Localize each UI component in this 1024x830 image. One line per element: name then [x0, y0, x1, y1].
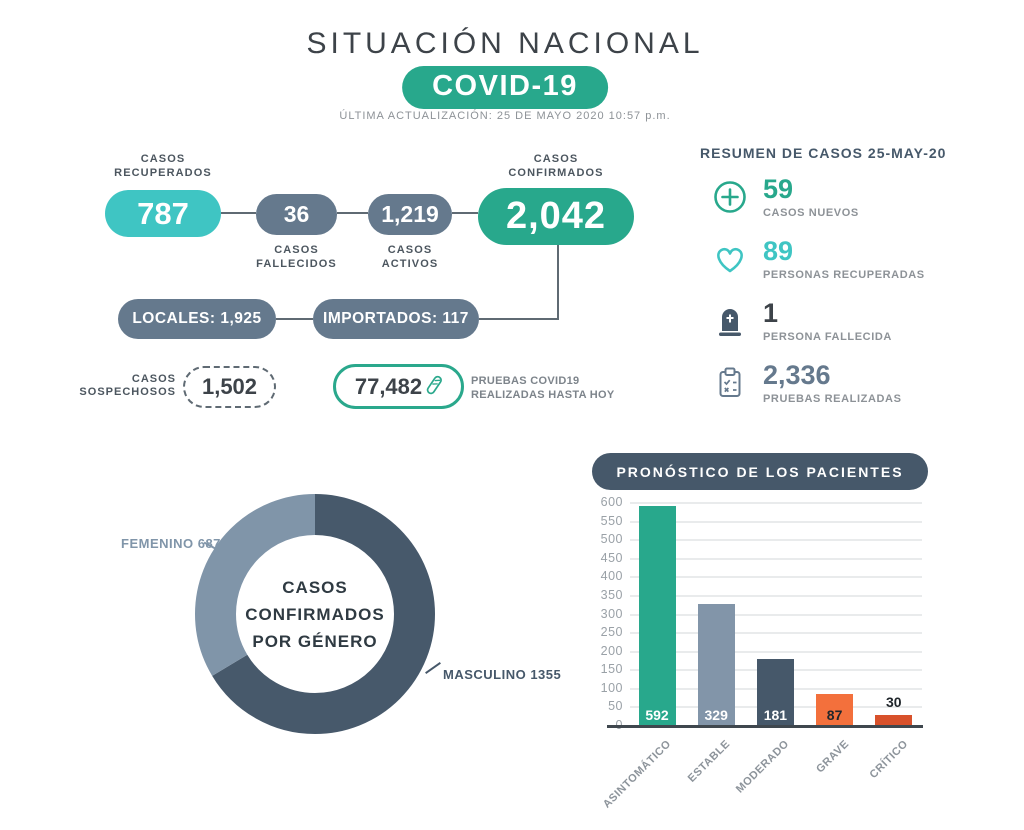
clipboard-icon: [719, 367, 741, 397]
confirmados-label: CASOS CONFIRMADOS: [508, 153, 604, 179]
pruebas-pill: 77,482: [333, 364, 464, 409]
page-title: SITUACIÓN NACIONAL: [306, 27, 704, 60]
summary-row-fallecida: 1 PERSONA FALLECIDA: [711, 298, 1011, 360]
bar-value-label: 30: [886, 693, 902, 710]
fallecidos-pill: 36: [256, 194, 337, 235]
y-tick-label: 550: [600, 513, 623, 528]
covid19-badge: COVID-19: [402, 66, 608, 109]
gridline: [630, 632, 922, 635]
bar-value-label: 181: [763, 707, 788, 723]
summary-value: 89: [763, 236, 794, 266]
summary-label: CASOS NUEVOS: [763, 207, 859, 219]
y-tick-label: 300: [600, 606, 623, 621]
y-tick-label: 250: [600, 625, 623, 640]
bar-chart-title: PRONÓSTICO DE LOS PACIENTES: [592, 453, 928, 490]
bar-plot-area: 592 329 181 87 30: [630, 502, 922, 726]
bar-estable: [697, 603, 735, 726]
confirmados-pill: 2,042: [478, 188, 634, 245]
x-axis-line: [607, 725, 923, 728]
y-tick-label: 400: [600, 569, 623, 584]
gridline: [630, 557, 922, 560]
y-tick-label: 600: [600, 495, 623, 509]
activos-label: CASOS ACTIVOS: [381, 244, 439, 270]
connector-line-vertical: [557, 245, 559, 320]
connector-line: [276, 318, 313, 320]
bar-value-label: 87: [826, 707, 843, 723]
masculino-annotation: MASCULINO 1355: [443, 667, 562, 682]
tombstone-icon: [719, 309, 741, 336]
pruebas-label: PRUEBAS COVID19 REALIZADAS HASTA HOY: [471, 375, 615, 401]
bar-asintomático: [638, 505, 676, 726]
heart-icon: [717, 247, 743, 273]
y-tick-label: 350: [600, 587, 623, 602]
gridline: [630, 594, 922, 597]
summary-value: 1: [763, 298, 779, 328]
bar-moderado: [756, 658, 794, 726]
summary-title: RESUMEN DE CASOS 25-MAY-20: [700, 145, 947, 161]
fallecidos-label: CASOS FALLECIDOS: [256, 244, 337, 270]
connector-line: [452, 212, 478, 214]
sospechosos-pill: 1,502: [183, 366, 276, 408]
y-tick-label: 450: [600, 550, 623, 565]
y-tick-label: 500: [600, 532, 623, 547]
pruebas-value: 77,482: [354, 373, 423, 399]
last-updated-text: ÚLTIMA ACTUALIZACIÓN: 25 DE MAYO 2020 10…: [339, 110, 671, 122]
connector-line: [337, 212, 368, 214]
recuperados-label: CASOS RECUPERADOS: [114, 153, 212, 179]
y-tick-label: 150: [600, 662, 623, 677]
test-tube-icon: [426, 375, 443, 395]
donut-segment-femenino: [195, 494, 435, 734]
activos-pill: 1,219: [368, 194, 452, 235]
y-tick-label: 50: [608, 699, 623, 714]
summary-value: 59: [763, 174, 794, 204]
locales-pill: LOCALES: 1,925: [118, 299, 276, 339]
summary-label: PRUEBAS REALIZADAS: [763, 393, 902, 405]
donut-center-label: CASOS CONFIRMADOS POR GÉNERO: [245, 578, 385, 651]
gridline: [630, 576, 922, 579]
gridline: [630, 539, 922, 542]
y-tick-label: 100: [600, 680, 623, 695]
bar-chart: 050100150200250300350400450500550600 592…: [585, 495, 930, 825]
connector-line: [479, 318, 559, 320]
bar-crítico: [875, 714, 913, 726]
bar-y-axis: 050100150200250300350400450500550600: [585, 495, 623, 732]
gridline: [630, 502, 922, 504]
sospechosos-label: CASOS SOSPECHOSOS: [79, 373, 176, 398]
bar-value-label: 592: [645, 707, 669, 723]
x-tick-label: CRÍTICO: [867, 738, 911, 781]
y-tick-label: 200: [600, 643, 623, 658]
summary-row-casos-nuevos: 59 CASOS NUEVOS: [711, 174, 1011, 236]
summary-value: 2,336: [763, 360, 831, 390]
x-tick-label: ASINTOMÁTICO: [600, 738, 674, 811]
femenino-annotation: FEMENINO 687: [121, 536, 221, 551]
connector-line: [221, 212, 256, 214]
gridline: [630, 650, 922, 653]
bar-value-label: 329: [704, 707, 728, 723]
recuperados-pill: 787: [105, 190, 221, 237]
summary-label: PERSONAS RECUPERADAS: [763, 269, 925, 281]
summary-row-recuperadas: 89 PERSONAS RECUPERADAS: [711, 236, 1011, 298]
bar-grave: [816, 693, 854, 726]
x-tick-label: ESTABLE: [685, 738, 733, 785]
plus-circle-icon: [714, 181, 746, 213]
gridline: [630, 613, 922, 616]
x-tick-label: MODERADO: [734, 738, 792, 796]
x-tick-label: GRAVE: [813, 738, 852, 776]
gender-donut-chart: [195, 494, 435, 734]
importados-pill: IMPORTADOS: 117: [313, 299, 479, 339]
summary-row-pruebas: 2,336 PRUEBAS REALIZADAS: [711, 360, 1011, 422]
gridline: [630, 520, 922, 523]
summary-label: PERSONA FALLECIDA: [763, 331, 892, 343]
